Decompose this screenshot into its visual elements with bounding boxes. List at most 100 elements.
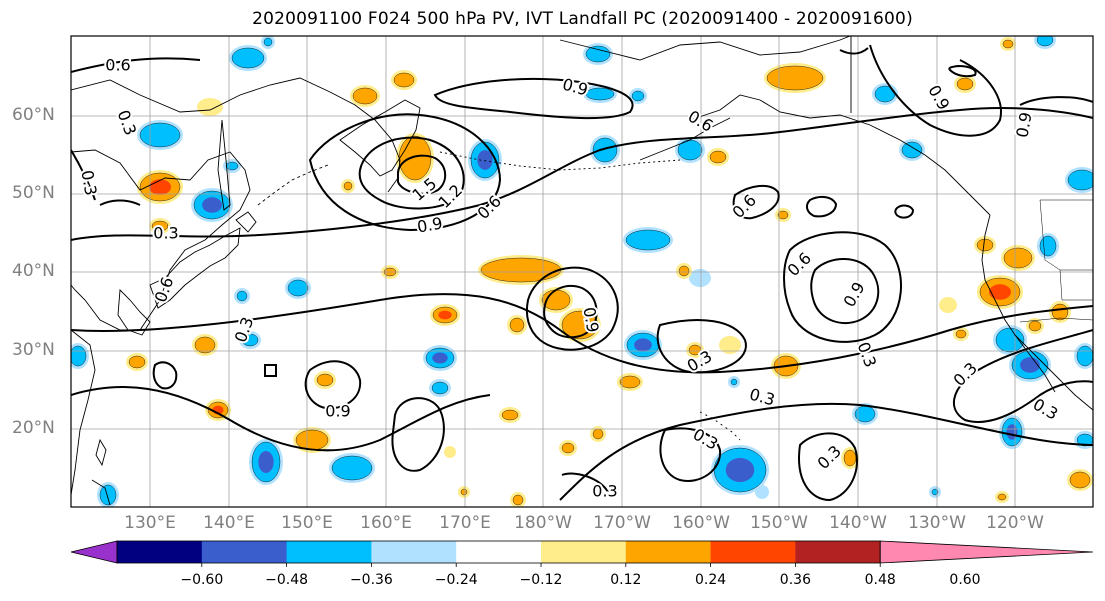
ivt-anomaly-region [510, 492, 526, 508]
latitude-label: 40°N [12, 261, 55, 281]
ivt-anomaly-region [97, 482, 119, 508]
ivt-anomaly-region [137, 120, 183, 150]
colorbar-segment [456, 541, 541, 563]
ivt-anomaly-region [707, 148, 729, 166]
contour-label: 0.9 [924, 82, 953, 114]
colorbar-tick-label: 0.12 [610, 572, 641, 588]
contour-label: 0.9 [1012, 111, 1035, 139]
ivt-anomaly-region [329, 453, 375, 483]
contour-0.9 [807, 197, 836, 216]
ivt-anomaly-region [1065, 167, 1099, 193]
ivt-anomaly-region [191, 188, 233, 222]
ivt-anomaly-region [430, 304, 460, 326]
contour-label: 0.9 [325, 402, 350, 421]
ivt-anomaly-region [1037, 233, 1059, 259]
contour-label: 0.6 [685, 107, 717, 136]
longitude-label: 180°W [514, 513, 572, 533]
contour-label: 0.9 [561, 75, 591, 100]
ivt-anomaly-region [507, 315, 527, 335]
contour-label: 1.2 [435, 181, 466, 212]
ivt-anomaly-region [1001, 245, 1035, 271]
ivt-anomaly-region [1000, 37, 1016, 51]
longitude-label: 170°E [439, 513, 491, 533]
ivt-anomaly-region [350, 85, 380, 107]
ivt-anomaly-region [583, 43, 613, 65]
ivt-anomaly-region [624, 330, 662, 360]
ivt-anomaly-region [995, 491, 1009, 503]
contour-label: 0.3 [114, 107, 141, 137]
colorbar-tick-label: 0.24 [695, 572, 726, 588]
ivt-anomaly-region [675, 137, 705, 163]
colorbar-tick-label: −0.12 [520, 572, 563, 588]
ivt-anomaly-region [775, 208, 791, 222]
ivt-anomaly-region [423, 345, 457, 371]
longitude-label: 140°W [829, 513, 887, 533]
contour-0.3 [392, 398, 443, 471]
longitude-label: 140°E [203, 513, 255, 533]
ivt-anomaly-region [623, 227, 673, 253]
coastline-korea [118, 290, 150, 335]
contour-0.6 [71, 108, 1093, 240]
contour-label: 0.3 [950, 359, 981, 390]
ivt-anomaly-region [764, 63, 826, 93]
contour-label: 0.9 [840, 279, 869, 311]
coastline-kuriles [258, 165, 328, 205]
longitude-label: 170°W [593, 513, 651, 533]
ivt-anomaly-region [1034, 31, 1056, 49]
latitude-label: 20°N [12, 418, 55, 438]
colorbar-tick-label: −0.48 [265, 572, 308, 588]
coastline-taiwan [96, 440, 106, 465]
longitude-label: 120°W [986, 513, 1044, 533]
ivt-anomaly-region [444, 446, 456, 458]
colorbar-segment [795, 541, 880, 563]
ivt-anomaly-region [249, 439, 283, 485]
contour-0.6 [100, 200, 140, 205]
colorbar-tick-label: 0.60 [949, 572, 980, 588]
ivt-anomaly-region [617, 373, 643, 391]
pv-contours [71, 45, 1093, 500]
colorbar-segment [541, 541, 626, 563]
contour-0.6 [71, 58, 200, 72]
contour-0.3 [265, 365, 276, 376]
contour-labels: 0.60.91.21.50.30.60.90.30.60.90.30.60.90… [77, 56, 1061, 501]
colorbar-extend-min [71, 541, 117, 563]
contour-0.3 [71, 387, 490, 450]
ivt-anomaly-region [590, 426, 606, 442]
ivt-anomaly-region [458, 486, 470, 498]
ivt-anomaly-region [192, 334, 218, 356]
contour-label: 0.6 [474, 192, 505, 223]
longitude-label: 150°E [281, 513, 333, 533]
ivt-anomaly-region [67, 343, 89, 369]
ivt-anomaly-region [977, 275, 1023, 309]
ivt-anomaly-region [261, 35, 275, 49]
ivt-anomaly-region [1049, 301, 1071, 323]
ivt-anomaly-region [559, 440, 577, 456]
ivt-anomaly-region [676, 263, 692, 279]
contour-0.3 [154, 362, 177, 388]
contour-label: 0.3 [153, 224, 178, 243]
pv-ivt-map: 0.60.91.21.50.30.60.90.30.60.90.30.60.90… [0, 0, 1105, 601]
contour-label: 0.3 [77, 169, 100, 197]
ivt-anomaly-region [590, 135, 620, 165]
ivt-anomaly-region [954, 75, 976, 93]
contour-0.3 [949, 66, 975, 76]
longitude-label: 160°E [360, 513, 412, 533]
ivt-anomaly-region [126, 353, 148, 371]
colorbar-tick-label: −0.60 [180, 572, 223, 588]
colorbar [71, 541, 1093, 567]
ivt-anomaly-region [341, 179, 355, 193]
contour-label: 0.3 [592, 482, 617, 501]
latitude-label: 60°N [12, 105, 55, 125]
colorbar-segment [626, 541, 711, 563]
colorbar-tick-label: −0.36 [350, 572, 393, 588]
ivt-anomaly-region [499, 407, 521, 423]
latitude-label: 50°N [12, 183, 55, 203]
contour-label: 0.9 [416, 213, 444, 236]
colorbar-tick-label: −0.24 [435, 572, 478, 588]
longitude-label: 160°W [672, 513, 730, 533]
contour-1.2 [840, 48, 868, 54]
colorbar-tick-label: 0.48 [865, 572, 896, 588]
longitude-label: 130°E [124, 513, 176, 533]
colorbar-extend-max [880, 541, 1093, 563]
longitude-label: 150°W [750, 513, 808, 533]
